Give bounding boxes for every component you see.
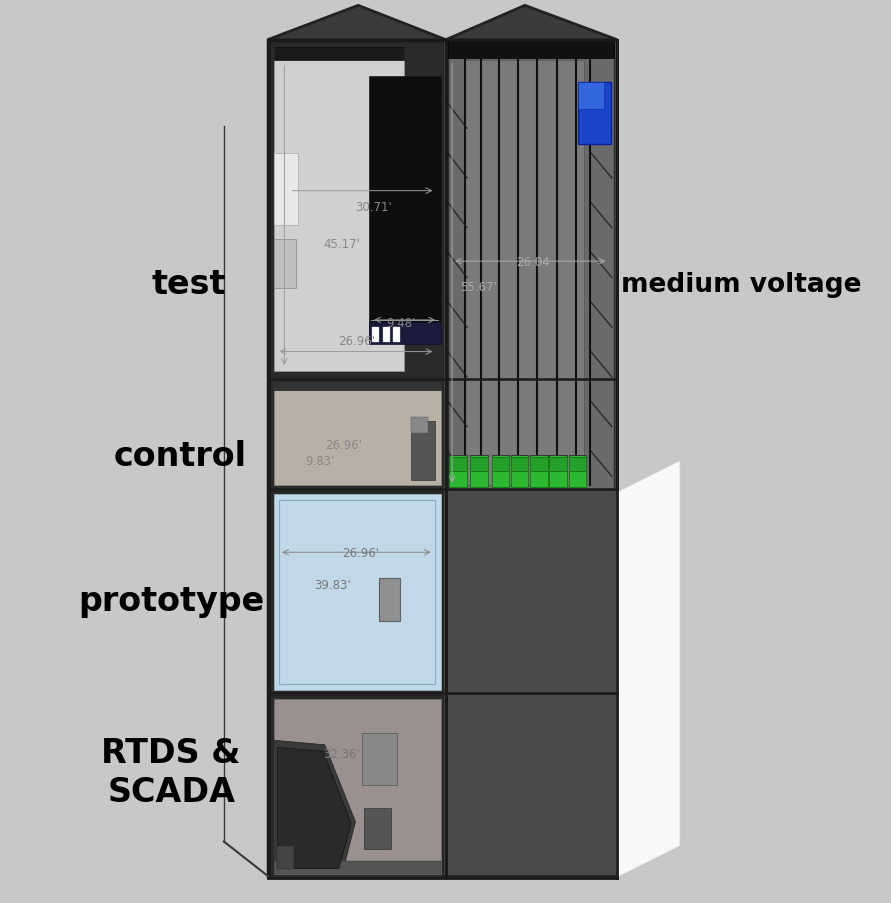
Bar	[362, 733, 396, 786]
Bar	[274, 383, 441, 486]
Text: RTDS &
SCADA: RTDS & SCADA	[102, 737, 241, 807]
Bar	[274, 49, 404, 372]
Bar	[492, 455, 509, 470]
Bar	[470, 458, 488, 471]
Bar	[411, 417, 429, 433]
Bar	[369, 322, 441, 345]
Bar	[274, 239, 296, 289]
Bar	[267, 41, 446, 876]
Bar	[270, 491, 444, 694]
Polygon shape	[267, 6, 446, 41]
Bar	[270, 379, 444, 489]
Polygon shape	[277, 748, 351, 869]
Polygon shape	[446, 6, 617, 41]
Bar	[568, 471, 586, 488]
Bar	[279, 500, 436, 684]
Text: 39.83': 39.83'	[315, 579, 351, 591]
Bar	[393, 328, 400, 342]
Bar	[492, 458, 509, 471]
Bar	[449, 455, 467, 470]
Text: 26.96': 26.96'	[342, 546, 380, 559]
Bar	[274, 699, 441, 874]
Bar	[380, 578, 400, 621]
Text: 55.67': 55.67'	[460, 281, 496, 293]
Bar	[470, 455, 488, 470]
Bar	[550, 471, 567, 488]
Bar	[372, 328, 380, 342]
Bar	[465, 61, 584, 486]
Bar	[369, 77, 441, 343]
Bar	[446, 41, 617, 876]
Bar	[511, 455, 528, 470]
Bar	[577, 83, 604, 110]
Bar	[270, 695, 444, 878]
Text: 32.36': 32.36'	[323, 748, 360, 760]
Polygon shape	[617, 462, 678, 876]
Text: 30.71': 30.71'	[356, 201, 392, 214]
Polygon shape	[617, 461, 681, 878]
Text: 9.48': 9.48'	[386, 317, 415, 330]
Bar	[492, 471, 509, 488]
Text: test: test	[151, 268, 226, 301]
Bar	[274, 495, 441, 690]
Bar	[383, 328, 389, 342]
Bar	[276, 846, 294, 869]
Bar	[274, 383, 441, 390]
Polygon shape	[274, 740, 356, 873]
Bar	[530, 458, 548, 471]
Bar	[550, 455, 567, 470]
Bar	[470, 471, 488, 488]
Bar	[511, 471, 528, 488]
Bar	[447, 42, 615, 489]
Bar	[274, 48, 404, 61]
Bar	[568, 458, 586, 471]
Text: control: control	[113, 440, 247, 472]
Bar	[449, 458, 467, 471]
Bar	[577, 83, 611, 144]
Bar	[550, 458, 567, 471]
Bar	[568, 455, 586, 470]
Bar	[449, 471, 467, 488]
Bar	[511, 458, 528, 471]
Bar	[411, 422, 436, 480]
Bar	[530, 455, 548, 470]
Bar	[447, 42, 615, 59]
Bar	[270, 43, 444, 377]
Text: 26.96': 26.96'	[325, 439, 362, 452]
Bar	[530, 471, 548, 488]
Text: 9.83': 9.83'	[306, 454, 335, 467]
Text: medium voltage: medium voltage	[622, 272, 862, 297]
Bar	[364, 808, 390, 849]
Text: 26.04: 26.04	[516, 256, 550, 268]
Text: prototype: prototype	[78, 584, 265, 617]
Text: 26.96': 26.96'	[338, 335, 375, 348]
Bar	[274, 861, 441, 874]
Bar	[274, 154, 298, 226]
Text: 45.17': 45.17'	[323, 237, 360, 250]
